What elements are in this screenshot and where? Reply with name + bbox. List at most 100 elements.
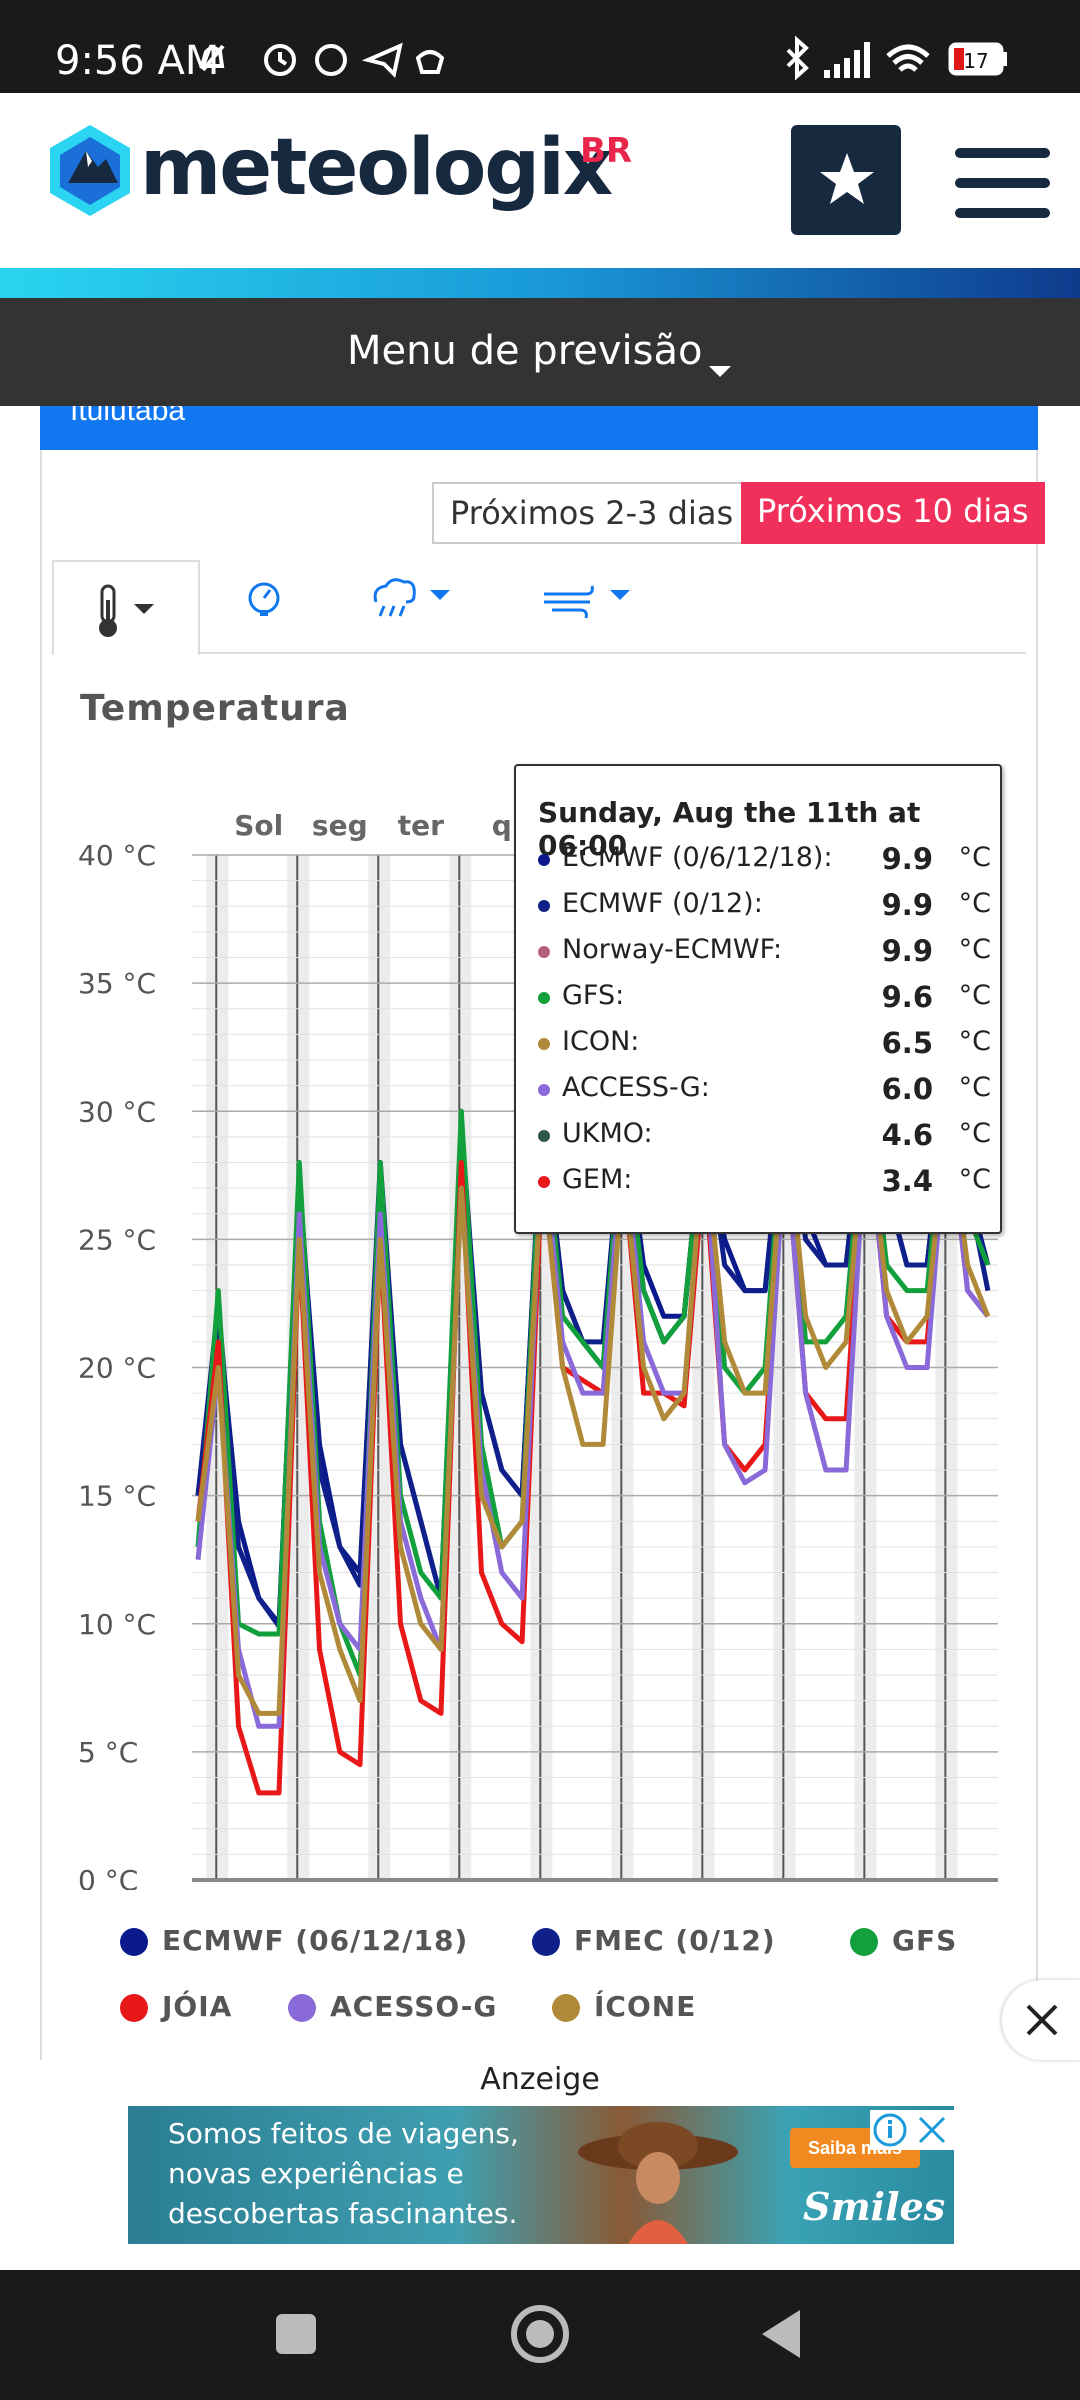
menu-line-icon <box>955 148 1050 158</box>
tooltip-value: 6.0 <box>881 1072 933 1106</box>
y-tick-label: 30 °C <box>78 1095 156 1128</box>
tooltip-series-name: GEM: <box>562 1164 633 1195</box>
series-dot-icon <box>538 900 550 912</box>
tooltip-row: UKMO: 4.6 °C <box>538 1118 993 1158</box>
tooltip-series-name: ECMWF (0/12): <box>562 888 763 919</box>
battery-level: 17 <box>963 49 988 73</box>
legend-dot-icon <box>120 1994 148 2022</box>
series-line <box>195 1108 990 1729</box>
tooltip-row: GEM: 3.4 °C <box>538 1164 993 1204</box>
logo-icon[interactable] <box>48 123 133 218</box>
tooltip-value: 9.9 <box>881 888 933 922</box>
ad-photo <box>558 2116 758 2244</box>
forecast-menu[interactable]: Menu de previsão <box>0 298 1080 406</box>
series-dot-icon <box>538 946 550 958</box>
tabs-divider <box>52 652 1026 654</box>
ad-line: Somos feitos de viagens, <box>168 2117 519 2150</box>
legend-label: ECMWF (06/12/18) <box>162 1924 469 1957</box>
y-tick-label: 25 °C <box>78 1223 156 1256</box>
x-day-label: Sol <box>234 809 283 842</box>
legend-dot-icon <box>120 1928 148 1956</box>
ad-label: Anzeige <box>480 2062 600 2097</box>
tooltip-series-name: ICON: <box>562 1026 640 1057</box>
y-tick-label: 40 °C <box>78 839 156 872</box>
tab-temperature[interactable] <box>52 560 200 655</box>
site-header: meteologix BR <box>0 93 1080 268</box>
tooltip-unit: °C <box>958 1164 991 1195</box>
tooltip-value: 3.4 <box>881 1164 933 1198</box>
chart-title: Temperatura <box>80 688 350 729</box>
tooltip-unit: °C <box>958 1118 991 1149</box>
series-dot-icon <box>538 1176 550 1188</box>
x-day-label: q <box>492 809 512 842</box>
tooltip-row: ECMWF (0/6/12/18): 9.9 °C <box>538 842 993 882</box>
info-icon <box>873 2113 907 2147</box>
back-icon[interactable] <box>756 2306 812 2362</box>
recents-icon[interactable] <box>270 2308 326 2364</box>
tab-wind[interactable] <box>540 570 640 640</box>
range-10-days-button[interactable]: Próximos 10 dias <box>741 482 1045 544</box>
ad-line: novas experiências e <box>168 2157 464 2190</box>
y-tick-label: 15 °C <box>78 1480 156 1513</box>
brand-region: BR <box>580 131 633 171</box>
legend-label: JÓIA <box>162 1990 233 2023</box>
ad-close-button[interactable] <box>1002 1980 1080 2060</box>
legend-label: FMEC (0/12) <box>574 1924 776 1957</box>
series-dot-icon <box>538 1038 550 1050</box>
hamburger-menu-button[interactable] <box>955 148 1050 223</box>
status-time: 9:56 AM <box>55 38 220 84</box>
y-tick-label: 35 °C <box>78 967 156 1000</box>
brand-name[interactable]: meteologix <box>140 123 613 213</box>
y-tick-label: 20 °C <box>78 1352 156 1385</box>
system-nav-bar <box>0 2270 1080 2400</box>
tooltip-row: GFS: 9.6 °C <box>538 980 993 1020</box>
tooltip-unit: °C <box>958 842 991 873</box>
wind-icon <box>544 585 630 619</box>
series-dot-icon <box>538 992 550 1004</box>
tooltip-series-name: GFS: <box>562 980 625 1011</box>
home-icon[interactable] <box>508 2302 572 2366</box>
legend-label: ACESSO-G <box>330 1990 498 2023</box>
close-icon <box>918 2116 946 2144</box>
y-tick-label: 10 °C <box>78 1608 156 1641</box>
tooltip-series-name: ECMWF (0/6/12/18): <box>562 842 833 873</box>
series-dot-icon <box>538 854 550 866</box>
ad-choices[interactable] <box>870 2110 954 2150</box>
star-icon <box>820 153 874 204</box>
tooltip-row: ACCESS-G: 6.0 °C <box>538 1072 993 1112</box>
location-name: Ituiutaba <box>70 406 186 427</box>
tooltip-series-name: ACCESS-G: <box>562 1072 710 1103</box>
tooltip-unit: °C <box>958 980 991 1011</box>
status-bar: 9:56 AM 17 <box>0 0 1080 93</box>
chart-tooltip: Sunday, Aug the 11th at 06:00 ECMWF (0/6… <box>514 764 1002 1234</box>
range-2-3-days-button[interactable]: Próximos 2-3 dias <box>432 482 752 544</box>
tooltip-row: ECMWF (0/12): 9.9 °C <box>538 888 993 928</box>
ad-text: Somos feitos de viagens, novas experiênc… <box>168 2114 519 2234</box>
tab-precipitation[interactable] <box>366 570 466 640</box>
gauge-icon <box>248 582 280 616</box>
location-banner: Ituiutaba <box>40 406 1038 450</box>
forecast-menu-label: Menu de previsão <box>347 328 703 374</box>
caret-down-icon <box>708 365 731 377</box>
tooltip-unit: °C <box>958 1026 991 1057</box>
legend-dot-icon <box>552 1994 580 2022</box>
legend-dot-icon <box>532 1928 560 1956</box>
ad-banner[interactable]: Somos feitos de viagens, novas experiênc… <box>128 2106 954 2244</box>
favorite-button[interactable] <box>791 125 901 235</box>
menu-line-icon <box>955 178 1050 188</box>
ad-brand: Smiles <box>803 2184 946 2229</box>
tooltip-value: 9.9 <box>881 934 933 968</box>
tooltip-title: Sunday, Aug the 11th at 06:00 <box>538 796 921 862</box>
x-day-label: seg <box>312 809 368 842</box>
legend-label: ÍCONE <box>594 1990 697 2023</box>
tooltip-series-name: Norway-ECMWF: <box>562 934 783 965</box>
tooltip-value: 4.6 <box>881 1118 933 1152</box>
tooltip-row: ICON: 6.5 °C <box>538 1026 993 1066</box>
legend-label: GFS <box>892 1924 958 1957</box>
tooltip-value: 9.6 <box>881 980 933 1014</box>
tab-pressure[interactable] <box>240 570 290 640</box>
notification-icons <box>199 42 445 79</box>
accent-bar <box>0 268 1080 298</box>
y-tick-label: 5 °C <box>78 1736 138 1769</box>
y-tick-label: 0 °C <box>78 1864 138 1890</box>
